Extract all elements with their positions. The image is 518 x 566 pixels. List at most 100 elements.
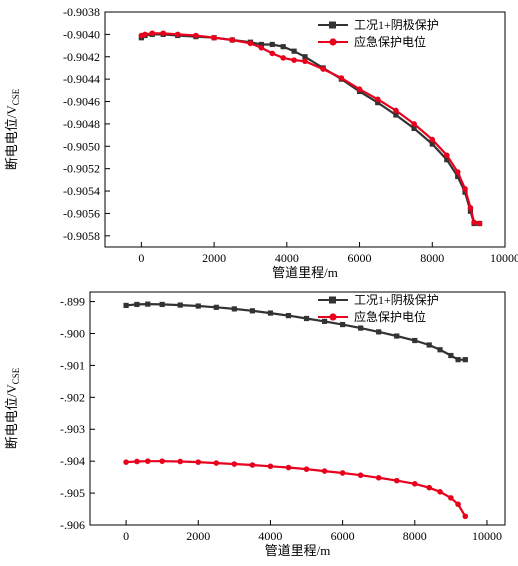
data-point	[437, 347, 443, 353]
data-point	[302, 58, 308, 65]
data-point	[448, 495, 454, 501]
data-point	[267, 463, 274, 470]
data-point	[429, 141, 435, 147]
data-point	[455, 173, 461, 180]
data-point	[320, 66, 326, 72]
data-point	[213, 460, 220, 466]
data-point	[144, 458, 151, 464]
chart-2: 0 2000 4000 6000 8000 10000 -.899 -.900 -.901 -.9…	[4, 291, 506, 558]
data-point	[462, 513, 469, 520]
y-tick-label: -.900	[60, 326, 85, 340]
data-point	[160, 30, 166, 37]
data-point	[174, 31, 181, 38]
data-point	[394, 333, 400, 339]
data-point	[375, 100, 381, 106]
data-point	[411, 121, 417, 127]
data-point	[303, 315, 310, 322]
x-axis-title: 管道里程/m	[272, 265, 338, 280]
plot-frame	[104, 11, 506, 248]
data-point	[358, 325, 364, 331]
x-tick-label: 8000	[420, 251, 444, 265]
series-1	[138, 31, 483, 227]
x-tick-label: 8000	[403, 529, 427, 543]
y-tick-label: -.901	[60, 358, 85, 372]
data-point	[393, 477, 400, 484]
data-point	[455, 357, 461, 363]
data-point	[411, 125, 417, 131]
data-point	[321, 318, 328, 324]
y-tick-label: -0.9048	[63, 117, 100, 131]
legend-label: 工况1+阴极保护	[354, 293, 439, 307]
y-axis-title: 断电电位/VCSE	[4, 367, 21, 449]
data-point	[291, 57, 297, 63]
y-tick-label: -0.9058	[63, 229, 100, 243]
data-point	[429, 136, 436, 143]
data-point	[177, 458, 184, 465]
y-tick-label: -0.9046	[63, 95, 100, 109]
data-point	[285, 313, 292, 319]
y-tick-label: -.906	[60, 518, 85, 532]
data-point	[249, 462, 256, 468]
data-point	[134, 301, 140, 308]
data-point	[462, 357, 468, 363]
data-point	[444, 157, 450, 163]
x-tick-label: 0	[138, 251, 144, 265]
y-tick-label: -0.9050	[63, 139, 100, 153]
data-point	[195, 303, 201, 309]
data-point	[123, 302, 129, 309]
data-point	[249, 308, 255, 314]
data-point	[229, 37, 236, 43]
series-line	[141, 32, 480, 225]
data-point	[411, 481, 418, 487]
data-point	[339, 470, 346, 476]
y-tick-label: -.903	[60, 422, 85, 436]
x-tick-label: 10000	[490, 251, 518, 265]
legend-label: 应急保护电位	[354, 34, 426, 49]
data-point	[412, 337, 418, 344]
data-point	[231, 306, 237, 312]
data-point	[280, 44, 286, 50]
y-tick-label: -0.9042	[63, 50, 100, 64]
y-tick-label: -0.9040	[63, 27, 100, 41]
x-axis-title: 管道里程/m	[265, 543, 331, 558]
data-point	[467, 205, 474, 211]
data-point	[269, 41, 275, 48]
series-line	[126, 460, 467, 517]
data-point	[285, 464, 292, 471]
legend-swatch-marker	[329, 313, 337, 321]
data-point	[455, 501, 461, 508]
data-point	[123, 459, 129, 465]
y-axis-title-main: 断电电位/V	[4, 105, 19, 171]
legend-swatch-marker	[329, 296, 336, 304]
data-point	[471, 219, 477, 226]
series-1	[123, 301, 468, 363]
y-tick-label: -0.9038	[63, 5, 100, 19]
data-point	[269, 50, 276, 57]
data-point	[357, 472, 364, 479]
y-tick-label: -0.9044	[63, 72, 100, 86]
data-point	[280, 55, 286, 61]
chart-1: 0 2000 4000 6000 8000 10000 -0.9038 -0.9040 -0.9…	[4, 5, 518, 280]
x-tick-label: 6000	[348, 251, 372, 265]
data-point	[426, 484, 433, 491]
data-point	[444, 152, 450, 159]
series-2	[123, 458, 469, 520]
data-point	[356, 86, 363, 93]
data-point	[291, 48, 297, 54]
data-point	[145, 301, 151, 307]
data-point	[258, 45, 265, 51]
x-tick-label: 0	[123, 529, 129, 543]
data-point	[193, 32, 199, 39]
data-point	[426, 342, 432, 348]
data-point	[258, 41, 264, 48]
x-tick-label: 4000	[275, 251, 299, 265]
legend-label: 应急保护电位	[354, 309, 426, 324]
plot-frame	[89, 291, 506, 526]
legend-swatch-marker	[329, 21, 336, 29]
y-tick-label: -.905	[60, 486, 85, 500]
data-point	[267, 310, 274, 316]
data-point	[159, 301, 165, 308]
y-tick-label: -0.9052	[63, 162, 100, 176]
data-point	[448, 352, 454, 359]
